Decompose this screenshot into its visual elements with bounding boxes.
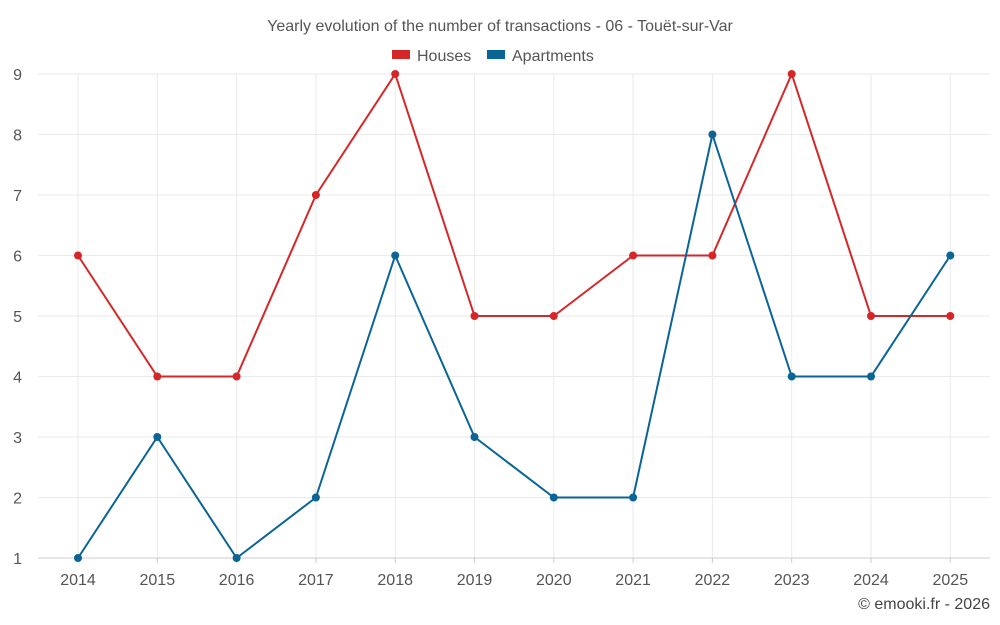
y-tick-label: 7: [13, 188, 22, 205]
data-point-houses[interactable]: [708, 251, 717, 260]
series-line-apartments: [77, 133, 952, 559]
data-point-apartments[interactable]: [867, 372, 875, 381]
y-tick-label: 9: [13, 67, 22, 84]
data-point-houses[interactable]: [311, 191, 320, 199]
data-point-houses[interactable]: [549, 312, 558, 320]
data-point-houses[interactable]: [232, 372, 241, 381]
x-axis-ticks: 2014 2015 2016 2017 2018 2019 2020 2021 2022 2023…: [60, 572, 968, 589]
series-line-houses: [77, 73, 951, 378]
data-point-houses[interactable]: [74, 251, 82, 260]
data-point-houses[interactable]: [867, 312, 875, 320]
x-tick-label: 2023: [774, 572, 810, 589]
x-tick-label: 2020: [536, 572, 572, 589]
data-point-houses[interactable]: [470, 312, 479, 320]
data-point-houses[interactable]: [153, 372, 162, 381]
y-tick-label: 4: [13, 370, 22, 387]
y-tick-label: 2: [13, 491, 22, 508]
y-axis-ticks: 1 2 3 4 5 6 7 8 9: [13, 67, 22, 568]
data-point-houses[interactable]: [391, 70, 400, 78]
x-tick-label: 2021: [615, 572, 651, 589]
legend: Houses Apartments: [392, 48, 594, 65]
legend-swatch-apartments: [487, 50, 505, 59]
credit-text: © emooki.fr - 2026: [858, 596, 990, 613]
y-tick-label: 5: [13, 309, 22, 326]
x-tick-label: 2014: [60, 572, 96, 589]
data-point-apartments[interactable]: [787, 372, 796, 381]
data-point-houses[interactable]: [629, 251, 638, 260]
y-tick-label: 1: [13, 551, 22, 568]
x-tick-label: 2015: [140, 572, 176, 589]
data-point-apartments[interactable]: [74, 554, 82, 562]
y-tick-label: 6: [13, 249, 22, 266]
x-tick-label: 2024: [853, 572, 889, 589]
x-tick-label: 2018: [377, 572, 413, 589]
x-tick-label: 2017: [298, 572, 334, 589]
x-tick-label: 2025: [933, 572, 969, 589]
data-point-apartments[interactable]: [391, 251, 400, 260]
data-point-apartments[interactable]: [708, 130, 717, 139]
legend-swatch-houses: [392, 50, 410, 59]
data-point-apartments[interactable]: [153, 433, 162, 441]
legend-label-houses[interactable]: Houses: [417, 48, 471, 65]
data-point-apartments[interactable]: [470, 433, 479, 441]
data-point-apartments[interactable]: [232, 554, 241, 562]
data-point-apartments[interactable]: [311, 493, 320, 502]
axes: [38, 557, 990, 563]
chart-title: Yearly evolution of the number of transa…: [267, 18, 733, 35]
data-point-houses[interactable]: [787, 70, 796, 78]
y-tick-label: 8: [13, 128, 22, 145]
data-point-houses[interactable]: [946, 312, 955, 320]
x-tick-label: 2019: [457, 572, 493, 589]
x-tick-label: 2022: [695, 572, 731, 589]
legend-label-apartments[interactable]: Apartments: [512, 48, 594, 65]
data-point-apartments[interactable]: [946, 251, 955, 260]
y-tick-label: 3: [13, 430, 22, 447]
data-point-apartments[interactable]: [629, 493, 638, 502]
x-tick-label: 2016: [219, 572, 255, 589]
data-point-apartments[interactable]: [549, 493, 558, 502]
series-lines: [74, 70, 955, 562]
